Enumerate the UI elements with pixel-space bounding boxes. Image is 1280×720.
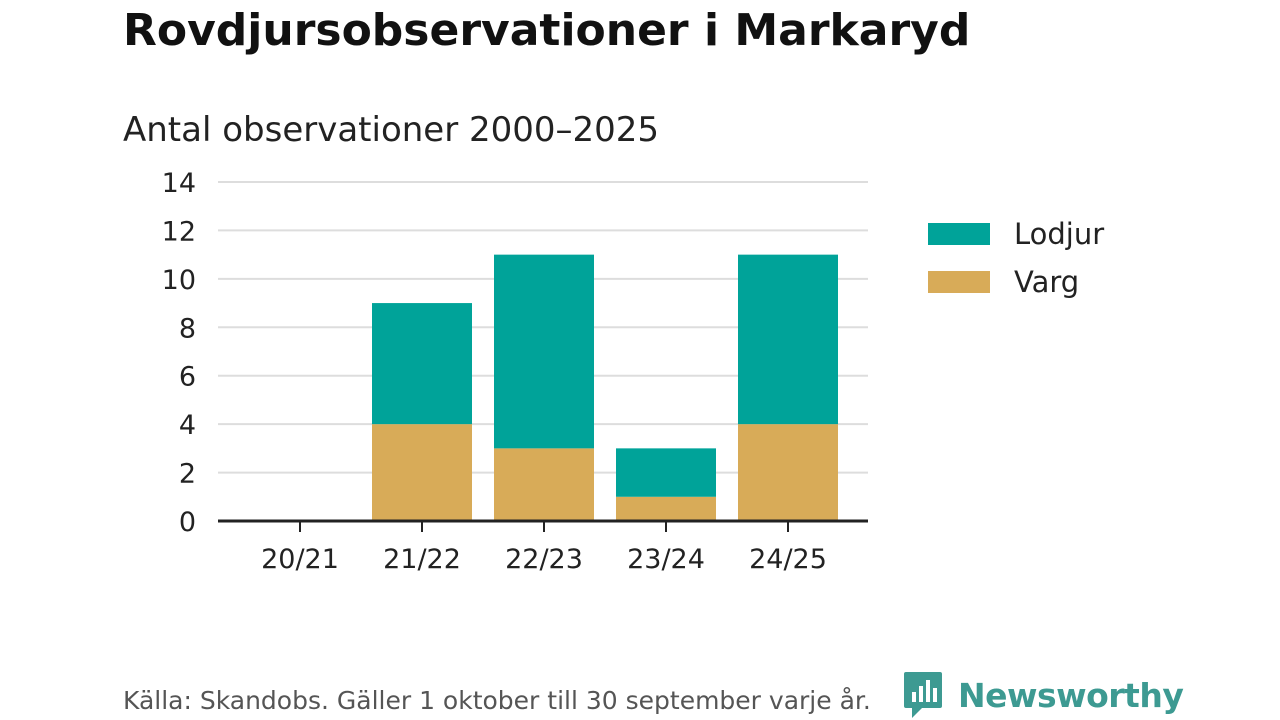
chart-title: Rovdjursobservationer i Markaryd: [123, 5, 971, 56]
bar-lodjur-24-25: [738, 254, 838, 425]
legend-swatch-varg: [928, 271, 990, 293]
bar-varg-22-23: [494, 448, 594, 521]
y-tick-label: 14: [162, 168, 196, 199]
x-tick-label: 24/25: [749, 544, 827, 575]
chart-subtitle: Antal observationer 2000–2025: [123, 110, 660, 150]
source-note: Källa: Skandobs. Gäller 1 oktober till 3…: [123, 686, 871, 715]
y-tick-label: 2: [179, 459, 196, 490]
y-tick-label: 10: [162, 265, 196, 296]
x-tick-label: 20/21: [261, 544, 339, 575]
y-tick-label: 4: [179, 410, 196, 441]
x-tick-label: 22/23: [505, 544, 583, 575]
x-tick-label: 23/24: [627, 544, 705, 575]
legend-item-varg: Varg: [928, 258, 1104, 306]
bar-lodjur-23-24: [616, 448, 716, 497]
bar-lodjur-22-23: [494, 254, 594, 449]
legend-item-lodjur: Lodjur: [928, 210, 1104, 258]
bar-varg-21-22: [372, 424, 472, 521]
x-tick-label: 21/22: [383, 544, 461, 575]
bar-varg-24-25: [738, 424, 838, 521]
y-tick-label: 8: [179, 313, 196, 344]
newsworthy-logo-icon: [904, 672, 942, 718]
y-tick-label: 12: [162, 216, 196, 247]
legend: Lodjur Varg: [928, 210, 1104, 306]
brand-logo: Newsworthy: [902, 670, 1184, 720]
legend-label-varg: Varg: [1014, 265, 1080, 299]
bar-lodjur-21-22: [372, 303, 472, 425]
brand-name: Newsworthy: [958, 675, 1184, 715]
y-tick-label: 6: [179, 362, 196, 393]
legend-swatch-lodjur: [928, 223, 990, 245]
legend-label-lodjur: Lodjur: [1014, 217, 1105, 251]
y-tick-label: 0: [179, 507, 196, 538]
bar-varg-23-24: [616, 496, 716, 521]
